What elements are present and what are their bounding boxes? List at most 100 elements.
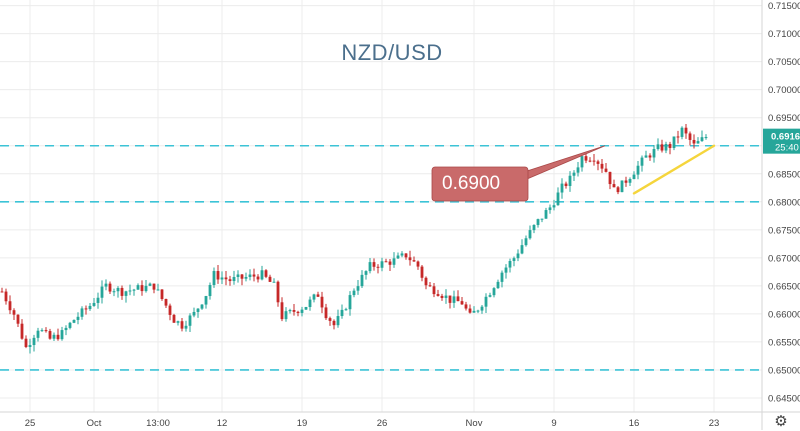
- candlestick-series: [0, 123, 708, 354]
- candle-body: [368, 262, 372, 272]
- candle-body: [604, 168, 608, 172]
- candle-body: [464, 304, 468, 309]
- candle-body: [536, 219, 540, 225]
- candle-body: [0, 291, 4, 293]
- candle-body: [424, 277, 428, 286]
- candle-body: [160, 289, 164, 300]
- candle-body: [700, 137, 704, 142]
- candle-body: [164, 299, 168, 306]
- candle-body: [416, 261, 420, 267]
- candle-body: [364, 271, 368, 275]
- candle-body: [332, 320, 336, 326]
- candle-body: [16, 314, 20, 324]
- candle-body: [96, 297, 100, 303]
- candle-body: [556, 192, 560, 206]
- price-tick-label: 0.65500: [768, 337, 800, 348]
- candle-body: [32, 337, 36, 346]
- candle-body: [224, 277, 228, 280]
- candle-body: [356, 286, 360, 291]
- candle-body: [268, 276, 272, 282]
- candle-body: [696, 141, 700, 144]
- candle-body: [168, 305, 172, 315]
- candle-body: [108, 283, 112, 292]
- time-tick-label: 25: [25, 418, 36, 429]
- candle-body: [292, 310, 296, 312]
- candle-body: [60, 330, 64, 340]
- candle-body: [688, 133, 692, 140]
- candle-body: [616, 187, 620, 193]
- candle-body: [64, 327, 68, 331]
- candle-body: [648, 155, 652, 158]
- candle-body: [180, 321, 184, 329]
- candle-body: [80, 308, 84, 317]
- time-tick-label: 23: [709, 418, 720, 429]
- candle-body: [204, 296, 208, 305]
- candle-body: [192, 311, 196, 316]
- candle-body: [388, 261, 392, 265]
- candle-body: [396, 255, 400, 259]
- candle-body: [328, 318, 332, 321]
- candle-body: [236, 274, 240, 277]
- candle-body: [68, 322, 72, 328]
- candle-body: [392, 258, 396, 265]
- candle-body: [632, 174, 636, 180]
- candle-body: [156, 289, 160, 291]
- horizontal-level-lines: [0, 144, 762, 371]
- candle-body: [704, 137, 708, 139]
- candle-body: [692, 139, 696, 144]
- candle-body: [584, 156, 588, 161]
- candle-body: [144, 285, 148, 292]
- candle-body: [412, 260, 416, 262]
- candle-body: [248, 274, 252, 277]
- candle-body: [608, 171, 612, 185]
- candle-body: [212, 271, 216, 286]
- candle-body: [440, 295, 444, 298]
- time-tick-label: 9: [551, 418, 556, 429]
- candle-body: [576, 167, 580, 173]
- candle-body: [372, 262, 376, 267]
- price-tick-label: 0.68000: [768, 197, 800, 208]
- candle-body: [376, 266, 380, 268]
- candle-body: [216, 271, 220, 280]
- candle-body: [264, 270, 268, 277]
- price-tick-label: 0.66500: [768, 281, 800, 292]
- candle-body: [312, 294, 316, 300]
- candle-body: [120, 287, 124, 296]
- candle-body: [308, 299, 312, 308]
- price-tick-label: 0.66000: [768, 309, 800, 320]
- time-axis[interactable]: 25 Oct 13:00 12 19 26 Nov 9 16 23: [0, 411, 800, 429]
- candle-body: [184, 325, 188, 329]
- candle-body: [624, 180, 628, 183]
- time-tick-label: Oct: [87, 418, 102, 429]
- candle-body: [232, 276, 236, 282]
- candle-body: [24, 338, 28, 347]
- candle-body: [116, 287, 120, 292]
- candle-body: [488, 295, 492, 297]
- price-tick-label: 0.64500: [768, 393, 800, 404]
- candle-body: [304, 307, 308, 310]
- candle-body: [468, 308, 472, 313]
- gear-icon[interactable]: ⚙: [774, 413, 788, 430]
- candle-body: [100, 286, 104, 298]
- candle-body: [8, 301, 12, 311]
- candle-body: [148, 283, 152, 286]
- candle-body: [252, 274, 256, 277]
- price-axis[interactable]: 0.64500 0.65000 0.65500 0.66000 0.66500 0.670…: [761, 0, 800, 430]
- candle-body: [580, 156, 584, 168]
- candle-body: [444, 295, 448, 298]
- candle-body: [572, 172, 576, 176]
- candle-body: [188, 315, 192, 326]
- time-tick-label: Nov: [466, 418, 483, 429]
- candle-body: [296, 311, 300, 313]
- candle-body: [280, 302, 284, 320]
- candle-body: [348, 295, 352, 310]
- candle-body: [460, 301, 464, 305]
- candle-body: [4, 291, 8, 302]
- price-tick-label: 0.68500: [768, 169, 800, 180]
- price-tick-label: 0.67500: [768, 225, 800, 236]
- time-tick-label: 12: [217, 418, 228, 429]
- candle-body: [684, 127, 688, 134]
- candle-body: [600, 163, 604, 169]
- price-tick-label: 0.67000: [768, 253, 800, 264]
